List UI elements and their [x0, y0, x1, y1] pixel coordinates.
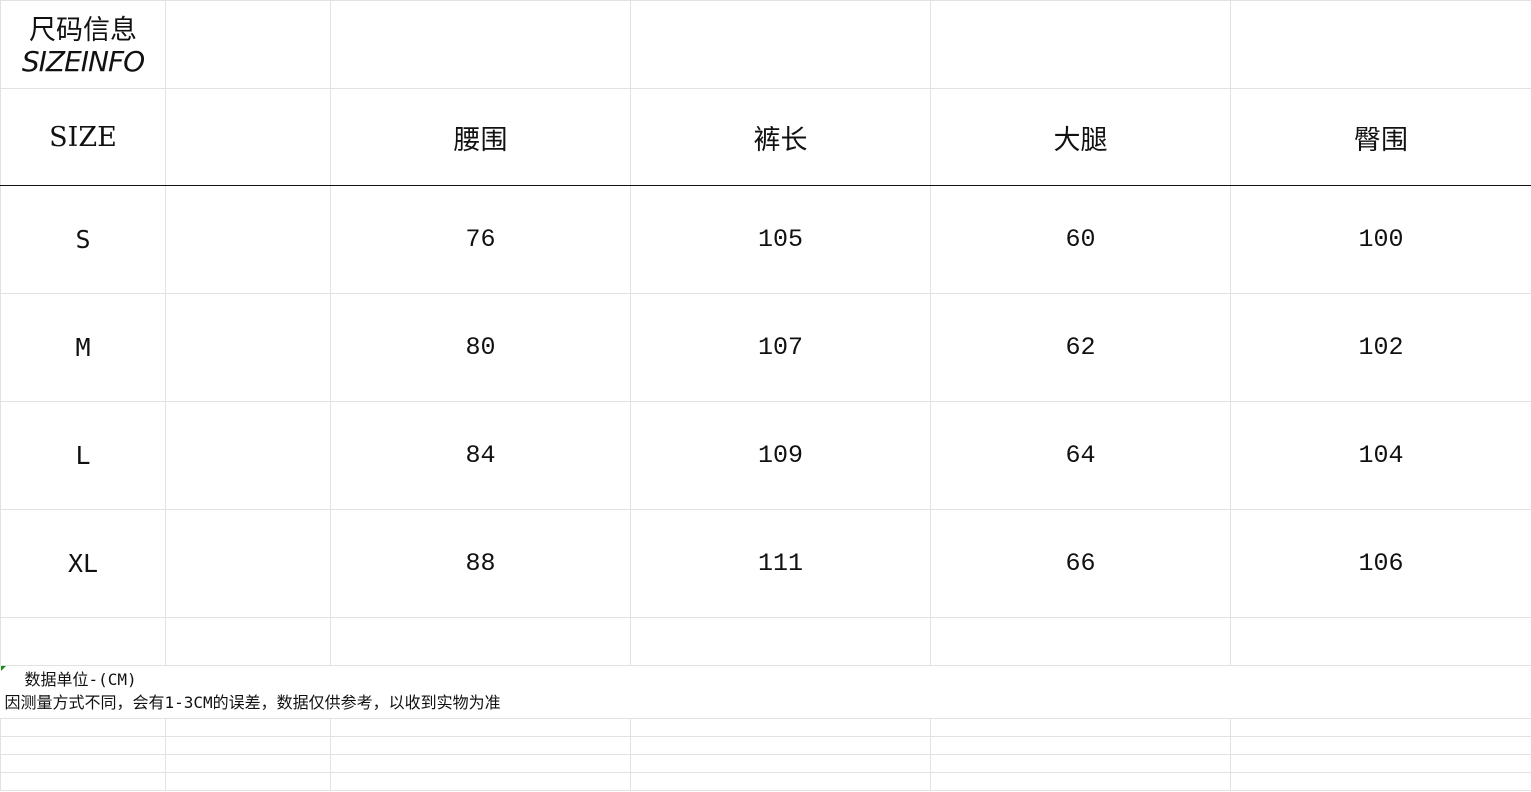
empty-cell: [1230, 617, 1531, 666]
empty-cell: [0, 718, 166, 737]
size-cell: L: [0, 401, 166, 510]
empty-cell: [1230, 772, 1531, 791]
value-cell: 64: [930, 401, 1231, 510]
empty-row: [0, 617, 1531, 666]
empty-cell: [165, 0, 331, 89]
empty-row: [0, 736, 1531, 755]
title-en: SIZEINFO: [21, 44, 145, 78]
empty-cell: [0, 772, 166, 791]
notes-row: 数据单位-(CM) 因测量方式不同，会有1-3CM的误差，数据仅供参考，以收到实…: [0, 665, 1531, 719]
size-cell: XL: [0, 509, 166, 618]
disclaimer-note: 因测量方式不同，会有1-3CM的误差，数据仅供参考，以收到实物为准: [4, 693, 501, 712]
header-hip: 臀围: [1230, 88, 1531, 186]
empty-cell: [630, 718, 931, 737]
empty-cell: [930, 0, 1231, 89]
empty-cell: [930, 617, 1231, 666]
value-cell: 100: [1230, 185, 1531, 294]
empty-cell: [930, 718, 1231, 737]
empty-cell: [330, 736, 631, 755]
empty-cell: [330, 617, 631, 666]
empty-row: [0, 772, 1531, 791]
empty-cell: [930, 736, 1231, 755]
value-cell: 80: [330, 293, 631, 402]
empty-cell: [165, 772, 331, 791]
value-cell: 60: [930, 185, 1231, 294]
value-cell: 66: [930, 509, 1231, 618]
empty-cell: [165, 509, 331, 618]
notes-cell: 数据单位-(CM) 因测量方式不同，会有1-3CM的误差，数据仅供参考，以收到实…: [0, 665, 1531, 719]
header-length: 裤长: [630, 88, 931, 186]
empty-cell: [0, 617, 166, 666]
empty-cell: [0, 736, 166, 755]
empty-cell: [165, 293, 331, 402]
empty-cell: [630, 0, 931, 89]
value-cell: 109: [630, 401, 931, 510]
table-row: XL 88 111 66 106: [0, 509, 1531, 618]
empty-row: [0, 754, 1531, 773]
value-cell: 84: [330, 401, 631, 510]
value-cell: 62: [930, 293, 1231, 402]
empty-row: [0, 718, 1531, 737]
empty-cell: [165, 718, 331, 737]
empty-cell: [930, 772, 1231, 791]
empty-cell: [165, 754, 331, 773]
empty-cell: [330, 754, 631, 773]
value-cell: 76: [330, 185, 631, 294]
value-cell: 106: [1230, 509, 1531, 618]
size-cell: S: [0, 185, 166, 294]
empty-cell: [630, 617, 931, 666]
empty-cell: [165, 88, 331, 186]
value-cell: 104: [1230, 401, 1531, 510]
value-cell: 105: [630, 185, 931, 294]
header-row: SIZE 腰围 裤长 大腿 臀围: [0, 88, 1531, 186]
empty-cell: [930, 754, 1231, 773]
empty-cell: [165, 185, 331, 294]
empty-cell: [1230, 736, 1531, 755]
title-row: 尺码信息 SIZEINFO: [0, 0, 1531, 89]
header-size: SIZE: [0, 88, 166, 186]
header-waist: 腰围: [330, 88, 631, 186]
header-thigh: 大腿: [930, 88, 1231, 186]
empty-cell: [165, 401, 331, 510]
value-cell: 102: [1230, 293, 1531, 402]
empty-cell: [1230, 718, 1531, 737]
empty-cell: [630, 772, 931, 791]
value-cell: 111: [630, 509, 931, 618]
unit-note: 数据单位-(CM): [24, 670, 137, 689]
empty-cell: [630, 754, 931, 773]
empty-cell: [630, 736, 931, 755]
value-cell: 107: [630, 293, 931, 402]
empty-cell: [1230, 754, 1531, 773]
cell-comment-marker-icon: [1, 666, 6, 671]
title-cell: 尺码信息 SIZEINFO: [0, 0, 166, 89]
table-row: L 84 109 64 104: [0, 401, 1531, 510]
value-cell: 88: [330, 509, 631, 618]
table-row: M 80 107 62 102: [0, 293, 1531, 402]
table-row: S 76 105 60 100: [0, 185, 1531, 294]
empty-cell: [165, 736, 331, 755]
title-zh: 尺码信息: [29, 14, 137, 46]
empty-cell: [330, 0, 631, 89]
empty-cell: [165, 617, 331, 666]
empty-cell: [330, 772, 631, 791]
empty-cell: [1230, 0, 1531, 89]
empty-cell: [0, 754, 166, 773]
empty-cell: [330, 718, 631, 737]
size-cell: M: [0, 293, 166, 402]
